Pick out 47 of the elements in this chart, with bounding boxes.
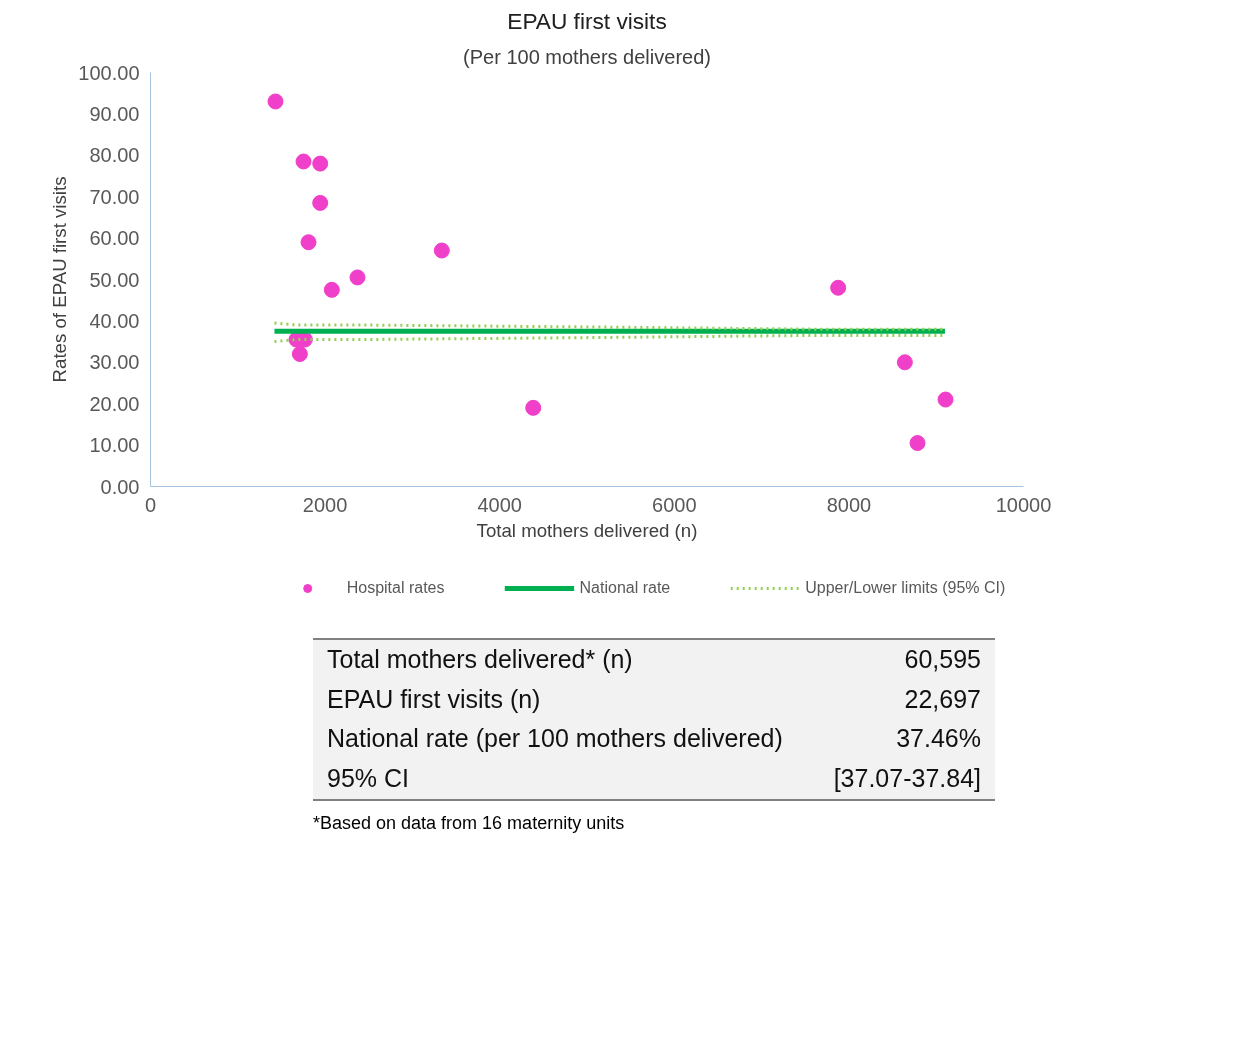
point xyxy=(433,242,450,259)
y-axis-title: Rates of EPAU first visits xyxy=(49,176,71,383)
text: 60,595 xyxy=(903,644,982,675)
text: [37.07-37.84] xyxy=(832,763,982,795)
point xyxy=(312,194,329,211)
y-tick-label: 90.00 xyxy=(89,102,140,125)
x-axis-title: Total mothers delivered (n) xyxy=(476,519,698,541)
x-tick-label: 0 xyxy=(144,493,157,516)
point xyxy=(896,354,913,371)
y-tick-label: 30.00 xyxy=(89,351,140,374)
y-tick-label: 0.00 xyxy=(100,475,140,498)
text: Total mothers delivered* (n) xyxy=(326,644,634,675)
legend-label: Hospital rates xyxy=(346,579,445,597)
chart-subtitle: (Per 100 mothers delivered) xyxy=(463,45,711,68)
text: *Based on data from 16 maternity units xyxy=(313,811,626,835)
y-tick-label: 20.00 xyxy=(89,392,140,415)
point xyxy=(830,279,847,296)
y-tick-label: 40.00 xyxy=(89,309,140,332)
point xyxy=(525,399,542,416)
y-tick-label: 60.00 xyxy=(89,227,140,250)
y-tick-label: 10.00 xyxy=(89,434,140,457)
text: EPAU first visits (n) xyxy=(326,683,542,715)
point xyxy=(323,281,340,298)
point xyxy=(267,93,284,110)
x-tick-label: 2000 xyxy=(302,493,348,516)
y-tick-label: 50.00 xyxy=(89,268,140,291)
point xyxy=(937,391,954,408)
x-tick-label: 10000 xyxy=(995,493,1052,516)
point xyxy=(349,269,366,286)
y-tick-label: 80.00 xyxy=(89,144,140,167)
point xyxy=(300,234,317,251)
legend-label: National rate xyxy=(579,579,671,597)
text: 95% CI xyxy=(326,763,410,795)
text: 22,697 xyxy=(903,683,982,715)
x-tick-label: 8000 xyxy=(826,493,872,516)
x-tick-label: 4000 xyxy=(477,493,522,516)
text: 37.46% xyxy=(895,723,982,755)
point xyxy=(295,153,312,170)
chart-title: EPAU first visits xyxy=(507,7,667,34)
x-tick-label: 6000 xyxy=(652,493,697,516)
y-tick-label: 70.00 xyxy=(89,185,140,208)
legend-label: Upper/Lower limits (95% CI) xyxy=(805,579,1006,597)
y-tick-label: 100.00 xyxy=(78,61,140,84)
text: National rate (per 100 mothers delivered) xyxy=(326,723,784,755)
point xyxy=(312,155,329,172)
point xyxy=(909,435,926,452)
point xyxy=(291,346,308,363)
